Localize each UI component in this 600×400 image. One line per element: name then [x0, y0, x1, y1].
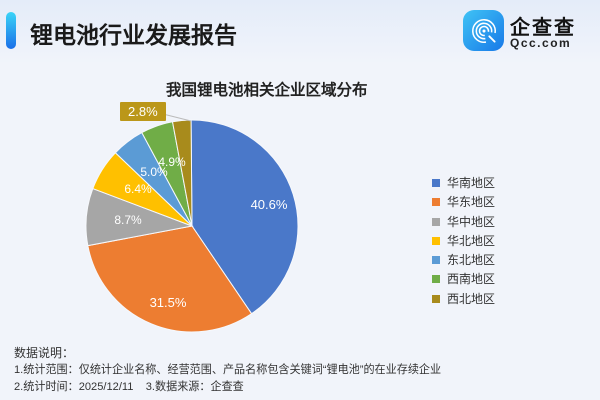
svg-text:6.4%: 6.4% [124, 182, 152, 196]
svg-text:31.5%: 31.5% [150, 295, 187, 310]
svg-text:40.6%: 40.6% [251, 197, 288, 212]
svg-text:4.9%: 4.9% [158, 155, 186, 169]
svg-text:8.7%: 8.7% [114, 213, 142, 227]
